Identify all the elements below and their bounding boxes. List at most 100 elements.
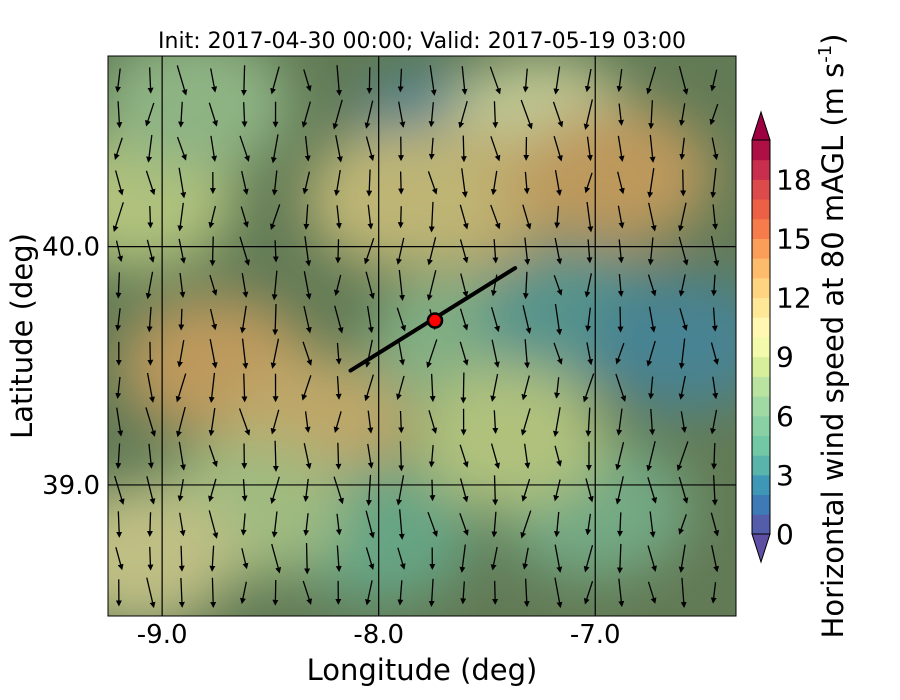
wind-arrow — [398, 101, 406, 128]
wind-arrow — [460, 581, 467, 605]
wind-arrow — [367, 410, 374, 434]
colorbar-extend-max — [751, 110, 771, 141]
wind-arrow — [616, 543, 623, 574]
wind-arrow — [522, 305, 532, 334]
wind-arrow — [270, 134, 279, 164]
x-axis-label: Longitude (deg) — [307, 653, 538, 687]
colorbar-level — [752, 179, 770, 200]
wind-arrow — [710, 409, 718, 435]
wind-arrow — [460, 135, 467, 163]
wind-arrow — [492, 101, 499, 129]
wind-arrow — [552, 101, 564, 128]
wind-arrow — [179, 272, 186, 298]
wind-arrow — [428, 102, 435, 128]
wind-arrow — [615, 476, 624, 505]
colorbar-level — [752, 140, 770, 161]
wind-arrow — [302, 171, 311, 195]
wind-arrow — [680, 169, 687, 197]
wind-arrow — [115, 272, 122, 299]
wind-arrow — [582, 373, 595, 403]
wind-arrow — [241, 102, 248, 128]
wind-arrow — [398, 269, 406, 302]
wind-arrow — [332, 99, 343, 130]
wind-arrow — [646, 66, 657, 95]
wind-arrow — [303, 478, 310, 502]
wind-arrow — [333, 476, 344, 505]
wind-arrow — [712, 204, 719, 230]
wind-arrow — [208, 407, 216, 437]
wind-arrow — [459, 204, 469, 230]
wind-arrow — [490, 204, 501, 230]
wind-arrow — [115, 240, 124, 263]
wind-arrow — [178, 441, 186, 471]
wind-arrow — [459, 478, 469, 503]
wind-arrow — [429, 65, 437, 96]
wind-arrow — [586, 201, 594, 233]
wind-arrow — [335, 513, 342, 536]
wind-arrow — [304, 236, 312, 267]
wind-arrow — [491, 339, 500, 368]
terrain-shading — [108, 56, 736, 616]
wind-arrow — [678, 274, 686, 297]
wind-arrow — [209, 236, 216, 267]
wind-arrow — [146, 512, 153, 538]
wind-arrow — [429, 479, 436, 502]
wind-arrow — [147, 443, 154, 469]
wind-arrow — [647, 274, 657, 297]
wind-arrow — [710, 236, 720, 267]
colorbar-level — [752, 356, 770, 377]
wind-arrow — [586, 342, 594, 366]
wind-arrow — [710, 274, 717, 297]
speed-region — [586, 271, 736, 412]
wind-arrow — [428, 578, 435, 607]
wind-arrow — [334, 305, 344, 334]
wind-arrow — [270, 409, 280, 435]
wind-arrow — [179, 512, 186, 537]
wind-arrow — [396, 375, 405, 400]
wind-arrow — [335, 342, 342, 365]
wind-arrow — [176, 406, 186, 438]
wind-arrow — [240, 206, 249, 228]
wind-arrow — [146, 239, 155, 263]
wind-arrow — [492, 410, 499, 434]
wind-arrow — [270, 338, 280, 369]
wind-arrow — [209, 308, 218, 331]
plot-frame — [107, 55, 737, 617]
wind-arrow — [145, 271, 154, 300]
wind-arrow — [145, 170, 156, 196]
wind-arrow — [428, 445, 435, 468]
wind-arrow — [428, 137, 435, 160]
speed-region — [108, 486, 236, 616]
wind-arrow — [333, 411, 342, 433]
colorbar-level — [752, 199, 770, 220]
wind-arrow — [116, 101, 123, 129]
wind-arrow — [648, 100, 655, 130]
wind-arrow — [522, 271, 529, 300]
y-tick-label: 39.0 — [42, 471, 100, 501]
wind-arrow — [584, 68, 592, 93]
colorbar-tick-label: 0 — [776, 518, 794, 551]
wind-arrow — [210, 135, 218, 162]
wind-arrow — [238, 408, 251, 436]
colorbar-level — [752, 258, 770, 279]
wind-arrow — [302, 580, 313, 605]
wind-arrow — [398, 341, 406, 366]
speed-blobs — [108, 56, 736, 616]
wind-arrow — [146, 577, 156, 609]
wind-arrow — [490, 170, 498, 196]
wind-arrow — [428, 201, 435, 233]
wind-arrow — [710, 167, 717, 199]
colorbar-level — [752, 435, 770, 456]
wind-arrow — [461, 66, 468, 95]
wind-arrow — [333, 169, 341, 197]
wind-arrow — [553, 342, 563, 365]
wind-arrow — [458, 100, 468, 129]
wind-arrow — [520, 99, 533, 130]
wind-arrow — [209, 339, 218, 369]
wind-arrow — [427, 511, 438, 537]
wind-arrow — [680, 411, 687, 434]
wind-arrow — [239, 135, 250, 162]
wind-arrow — [616, 408, 623, 436]
wind-arrow — [523, 578, 530, 608]
wind-arrow — [617, 306, 624, 333]
